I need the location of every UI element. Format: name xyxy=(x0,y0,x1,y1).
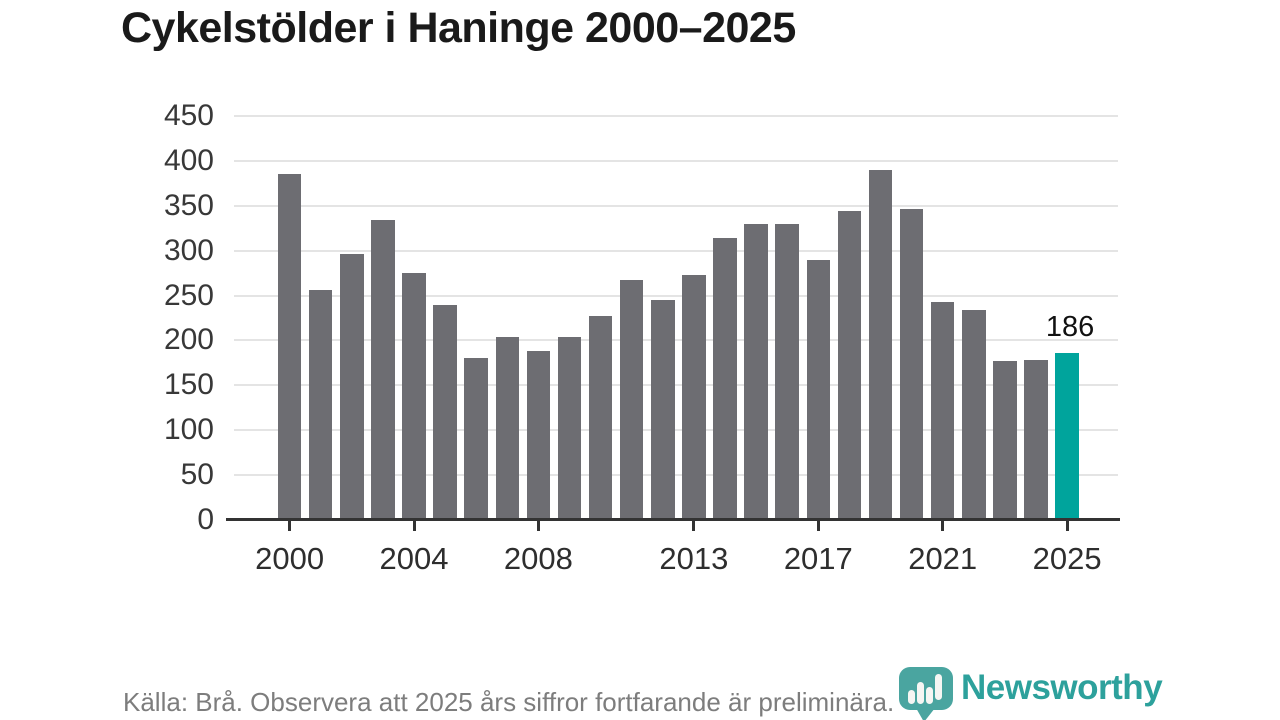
y-gridline-350 xyxy=(234,204,1118,207)
bar-2007 xyxy=(495,336,520,520)
logo-bubble-shape xyxy=(899,667,953,710)
bar-2017 xyxy=(806,259,831,520)
newsworthy-logo-icon xyxy=(899,667,953,720)
y-gridline-150 xyxy=(234,384,1118,387)
y-axis-label-350: 350 xyxy=(163,188,214,222)
y-gridline-450 xyxy=(234,115,1118,117)
y-axis-label-250: 250 xyxy=(163,278,214,312)
logo-minibar-2 xyxy=(917,682,924,704)
chart-title: Cykelstölder i Haninge 2000–2025 xyxy=(121,4,796,52)
bar-2020 xyxy=(899,209,924,520)
x-axis-label-2000: 2000 xyxy=(255,541,325,576)
newsworthy-logo: Newsworthy xyxy=(897,666,1177,720)
y-axis-label-150: 150 xyxy=(163,368,214,402)
source-note: Källa: Brå. Observera att 2025 års siffr… xyxy=(123,687,895,717)
x-axis-label-2008: 2008 xyxy=(503,541,573,576)
bar-2012 xyxy=(651,300,675,520)
bar-2003 xyxy=(371,220,395,520)
y-gridline-400 xyxy=(234,159,1118,162)
y-axis-label-400: 400 xyxy=(163,143,214,177)
bar-2005 xyxy=(433,304,457,520)
x-axis-tick-2025 xyxy=(1065,521,1069,531)
bar-2013 xyxy=(682,274,706,520)
y-gridline-300 xyxy=(234,249,1118,252)
logo-minibar-1 xyxy=(908,690,915,704)
bar-2004 xyxy=(402,273,426,520)
x-axis-tick-2000 xyxy=(288,521,292,531)
bar-2018 xyxy=(837,211,862,520)
x-axis-label-2021: 2021 xyxy=(908,541,978,576)
bar-2023 xyxy=(993,361,1017,520)
bar-2008 xyxy=(526,351,551,520)
bar-2021 xyxy=(930,301,955,520)
bar-value-label-2025: 186 xyxy=(1045,311,1095,343)
bar-2022 xyxy=(962,309,986,520)
y-gridline-200 xyxy=(234,339,1118,342)
y-gridline-50 xyxy=(234,474,1118,477)
y-axis-label-300: 300 xyxy=(163,233,214,267)
bar-2024 xyxy=(1024,360,1048,520)
y-axis-label-450: 450 xyxy=(163,99,214,132)
logo-minibar-4 xyxy=(935,674,942,700)
x-axis-tick-2004 xyxy=(412,521,416,531)
y-gridline-250 xyxy=(234,294,1118,297)
bar-2006 xyxy=(464,357,488,520)
bar-2016 xyxy=(775,223,799,520)
bar-2014 xyxy=(713,238,737,520)
logo-bubble-tail xyxy=(916,708,935,720)
logo-minibar-3 xyxy=(926,687,933,704)
x-axis-label-2004: 2004 xyxy=(379,541,449,576)
y-axis-label-200: 200 xyxy=(163,323,214,357)
x-axis-tick-2008 xyxy=(536,521,540,531)
y-axis-label-100: 100 xyxy=(163,413,214,447)
bar-2025 xyxy=(1055,353,1079,520)
x-axis-label-2017: 2017 xyxy=(783,541,853,576)
bar-2000 xyxy=(277,174,302,520)
y-gridline-100 xyxy=(234,429,1118,432)
x-axis-tick-2021 xyxy=(941,521,945,531)
bar-2019 xyxy=(868,169,893,520)
bar-2010 xyxy=(588,316,613,520)
bar-2009 xyxy=(557,336,582,520)
x-axis-label-2025: 2025 xyxy=(1032,541,1102,576)
x-axis-line xyxy=(226,517,1120,521)
x-axis-tick-2017 xyxy=(816,521,820,531)
bar-2011 xyxy=(619,280,644,520)
newsworthy-logo-text: Newsworthy xyxy=(961,668,1163,707)
y-axis-label-50: 50 xyxy=(180,458,214,492)
bar-2001 xyxy=(308,290,333,520)
x-axis-tick-2013 xyxy=(692,521,696,531)
x-axis-label-2013: 2013 xyxy=(659,541,729,576)
bar-2002 xyxy=(340,254,364,520)
y-axis-label-0: 0 xyxy=(197,503,214,536)
bar-2015 xyxy=(744,223,768,520)
